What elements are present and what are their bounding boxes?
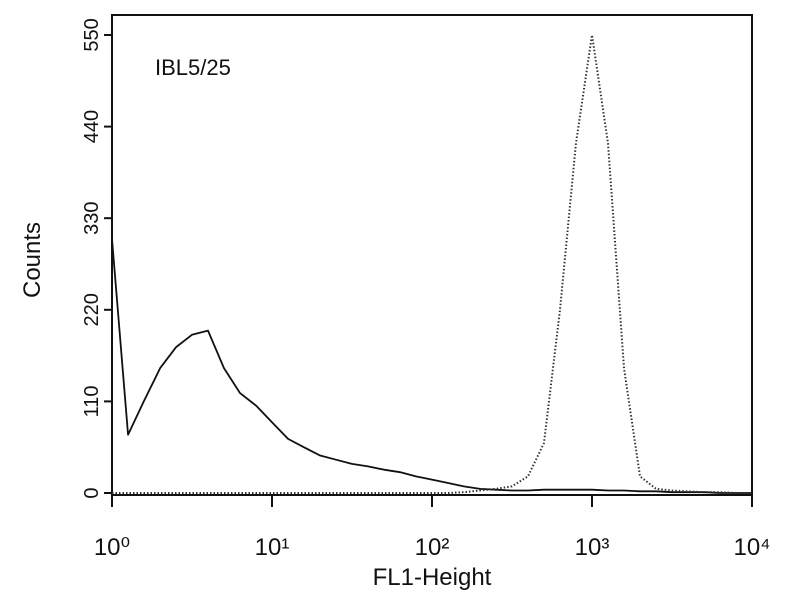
y-tick-label: 110	[81, 385, 103, 417]
x-tick-label: 10³	[575, 534, 610, 561]
x-tick-label: 10¹	[255, 534, 290, 561]
y-tick-label: 330	[81, 202, 103, 235]
y-tick-label: 440	[81, 110, 103, 143]
annotation: IBL5/25	[155, 55, 231, 80]
x-tick-label: 10⁰	[94, 534, 130, 561]
x-tick-label: 10⁴	[733, 534, 770, 561]
series-line	[111, 238, 752, 494]
y-tick-label: 0	[81, 487, 103, 498]
x-tick-label: 10²	[415, 534, 450, 561]
y-tick-label: 550	[81, 18, 103, 51]
series-line	[112, 33, 752, 494]
x-axis-label: FL1-Height	[373, 564, 492, 591]
y-axis-label: Counts	[19, 222, 46, 298]
y-tick-label: 220	[81, 293, 103, 326]
plot-frame	[111, 14, 753, 496]
